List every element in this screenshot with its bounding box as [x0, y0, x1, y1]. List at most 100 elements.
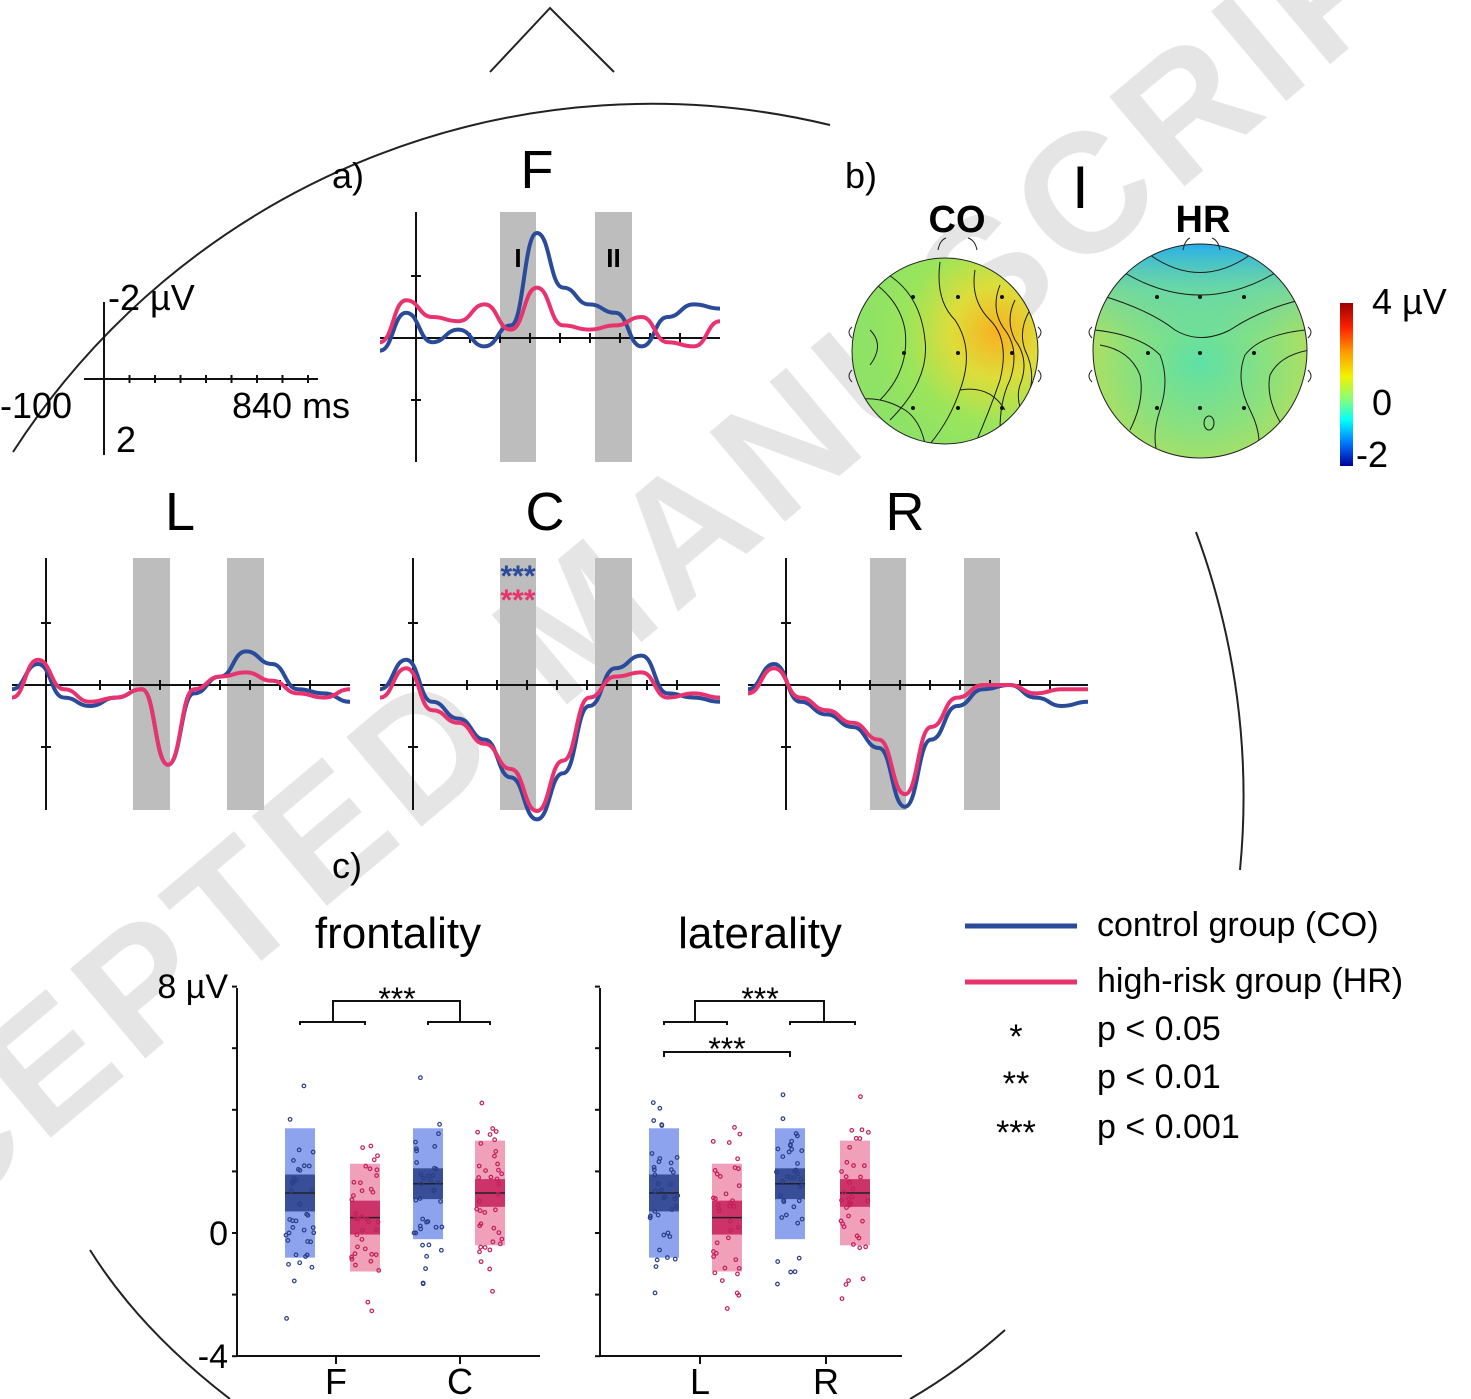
data-point	[362, 1246, 368, 1252]
data-point	[712, 1196, 718, 1202]
data-point	[780, 1092, 786, 1098]
data-point	[670, 1169, 676, 1175]
data-point	[665, 1230, 671, 1236]
data-point	[788, 1269, 794, 1275]
data-point	[657, 1105, 663, 1111]
data-point	[357, 1180, 363, 1186]
data-point	[799, 1216, 805, 1222]
data-point	[413, 1139, 418, 1145]
data-point	[309, 1264, 315, 1270]
data-point	[418, 1226, 424, 1232]
data-point	[736, 1166, 741, 1172]
data-point	[730, 1198, 735, 1204]
data-point	[374, 1173, 380, 1178]
data-point	[736, 1224, 741, 1230]
legend-sig3-text: p < 0.001	[1097, 1108, 1240, 1146]
data-point	[487, 1132, 493, 1137]
legend-sig3-stars: ***	[996, 1114, 1036, 1152]
data-point	[711, 1254, 716, 1259]
data-point	[659, 1123, 665, 1128]
data-point	[499, 1171, 505, 1177]
colorbar-min: -2	[1356, 434, 1388, 475]
data-point	[710, 1138, 716, 1144]
data-point	[668, 1181, 673, 1187]
data-point	[849, 1127, 855, 1133]
legend-sig1-stars: *	[1009, 1018, 1022, 1056]
data-point	[850, 1242, 856, 1247]
data-point	[353, 1211, 358, 1216]
data-point	[433, 1224, 439, 1230]
data-point	[795, 1161, 800, 1166]
data-point	[304, 1252, 310, 1258]
laterality-title: laterality	[678, 909, 842, 958]
legend-sig2-text: p < 0.01	[1097, 1058, 1221, 1096]
data-point	[490, 1288, 495, 1294]
data-point	[858, 1094, 863, 1100]
data-point	[724, 1306, 730, 1311]
data-point	[655, 1181, 661, 1187]
data-point	[850, 1186, 856, 1192]
data-point	[734, 1290, 740, 1296]
data-point	[737, 1131, 743, 1137]
data-point	[716, 1206, 722, 1212]
data-point	[843, 1282, 849, 1287]
head-arc-bottom-right	[909, 1329, 1006, 1399]
scale-bar	[84, 302, 318, 455]
data-point	[788, 1143, 793, 1148]
data-point	[778, 1193, 783, 1199]
data-point	[417, 1196, 423, 1201]
data-point	[291, 1158, 296, 1163]
data-point	[711, 1249, 716, 1254]
data-point	[712, 1270, 718, 1276]
data-point	[857, 1136, 863, 1141]
data-point	[286, 1261, 291, 1267]
scale-bar-left: -100	[0, 385, 72, 426]
data-point	[435, 1180, 441, 1186]
data-point	[297, 1260, 303, 1266]
data-point	[735, 1271, 740, 1277]
data-point	[301, 1083, 307, 1089]
data-point	[798, 1176, 804, 1182]
data-point	[287, 1217, 293, 1222]
data-point	[476, 1198, 482, 1204]
series-line-hr	[747, 666, 1088, 797]
data-point	[359, 1188, 365, 1194]
data-point	[359, 1236, 365, 1242]
data-point	[354, 1232, 360, 1238]
data-point	[780, 1116, 786, 1122]
data-point	[359, 1214, 365, 1220]
data-point	[475, 1129, 481, 1135]
data-point	[492, 1153, 497, 1159]
data-point	[477, 1208, 483, 1214]
data-point	[308, 1239, 314, 1245]
data-point	[293, 1177, 299, 1183]
data-point	[650, 1100, 656, 1106]
data-point	[284, 1316, 289, 1321]
data-point	[349, 1197, 355, 1203]
box-ytick-min: -4	[198, 1338, 228, 1376]
data-point	[672, 1196, 678, 1202]
data-point	[858, 1174, 863, 1180]
legend-sig2-stars: **	[1003, 1065, 1029, 1103]
data-point	[301, 1227, 307, 1233]
data-point	[310, 1225, 316, 1230]
data-point	[651, 1164, 657, 1170]
data-point	[369, 1308, 375, 1314]
data-point	[495, 1161, 500, 1167]
data-point	[860, 1218, 865, 1224]
data-point	[365, 1299, 371, 1305]
data-point	[736, 1183, 742, 1189]
legend	[965, 923, 1077, 985]
data-point	[844, 1159, 850, 1165]
data-point	[418, 1181, 424, 1187]
data-point	[420, 1242, 425, 1248]
data-point	[712, 1168, 718, 1173]
data-point	[295, 1166, 301, 1172]
data-point	[496, 1181, 502, 1187]
data-point	[437, 1121, 442, 1127]
data-point	[360, 1145, 366, 1151]
data-point	[310, 1149, 316, 1155]
data-point	[353, 1262, 358, 1268]
box-ytick-max: 8 µV	[157, 968, 228, 1006]
data-point	[785, 1174, 790, 1179]
